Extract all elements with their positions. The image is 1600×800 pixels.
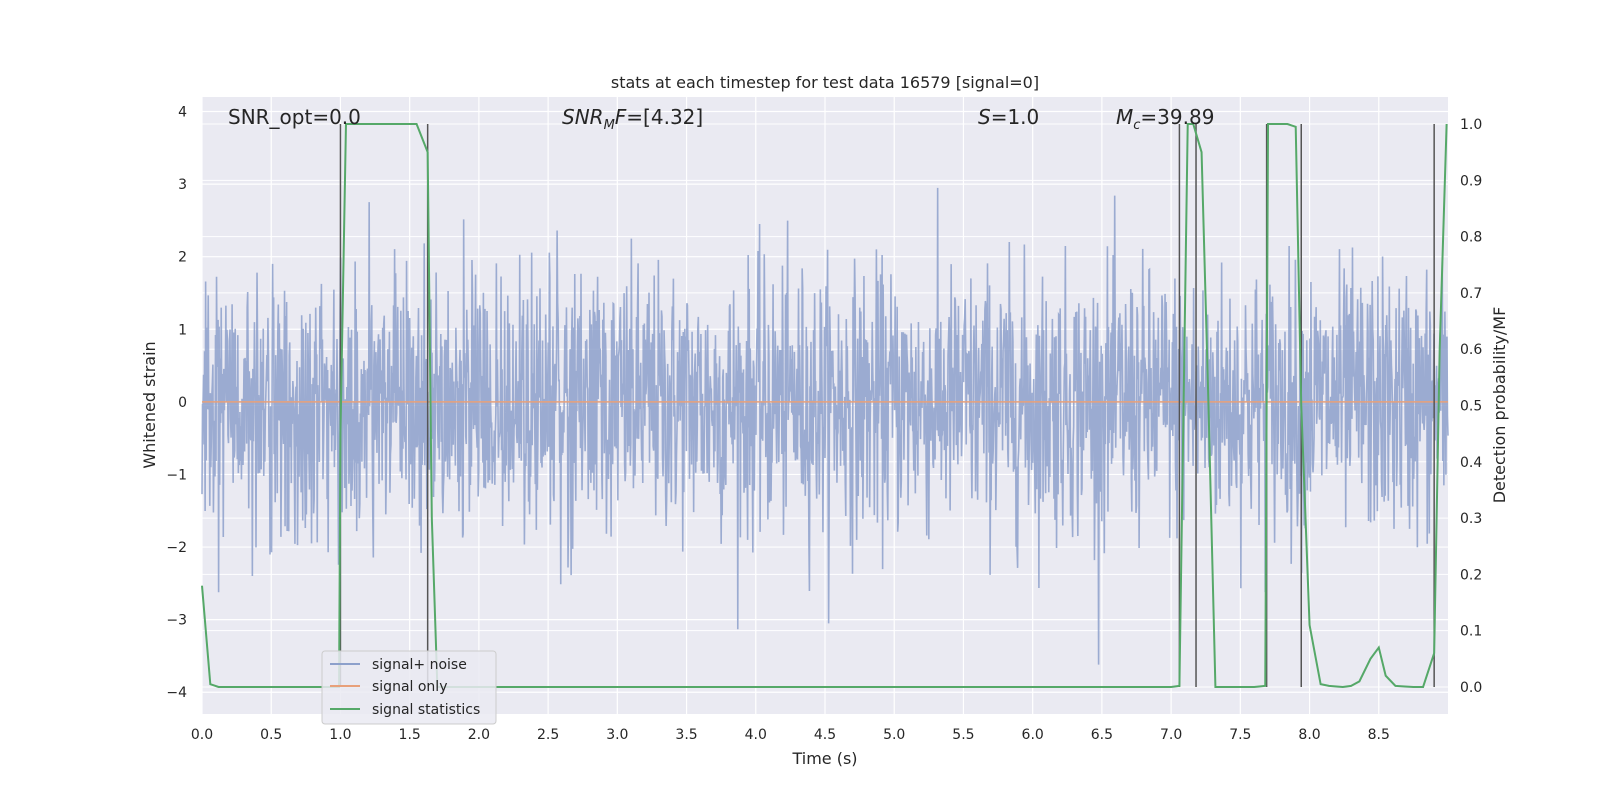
x-tick-label: 5.5: [952, 727, 974, 743]
signal-noise-line: [201, 187, 1449, 665]
signal-statistics-line: [201, 123, 1448, 688]
y-tick-label: −3: [166, 613, 187, 629]
x-tick-label: 1.0: [329, 727, 351, 743]
annotation-s-value: =1.0: [991, 105, 1040, 129]
y2-axis-label: Detection probability/MF: [1490, 307, 1509, 504]
legend-label-signal-only: signal only: [372, 679, 447, 695]
y2-tick-labels: 1.0 0.9 0.8 0.7 0.6 0.5 0.4 0.3 0.2 0.1 0.0: [1460, 117, 1482, 696]
x-tick-label: 5.0: [883, 727, 905, 743]
legend-label-signal-noise: signal+ noise: [372, 657, 467, 673]
x-tick-label: 3.0: [606, 727, 628, 743]
y2-tick-label: 0.9: [1460, 173, 1482, 189]
series-signal-statistics: [201, 123, 1448, 688]
annotation-mc-value: =39.89: [1140, 105, 1214, 129]
x-tick-label: 6.5: [1091, 727, 1113, 743]
x-tick-label: 6.0: [1022, 727, 1044, 743]
y2-tick-label: 0.8: [1460, 230, 1482, 246]
y2-tick-label: 0.2: [1460, 567, 1482, 583]
chart-title: stats at each timestep for test data 165…: [611, 73, 1039, 92]
y-tick-label: 3: [178, 177, 187, 193]
y-tick-label: −1: [166, 467, 187, 483]
x-tick-label: 8.5: [1368, 727, 1390, 743]
y2-tick-label: 0.7: [1460, 286, 1482, 302]
annotation-snr-opt: SNR_opt=0.0: [228, 105, 361, 129]
series-signal-noise: [201, 187, 1449, 665]
x-axis-label: Time (s): [791, 749, 857, 768]
annotation-s: S=1.0: [978, 105, 1039, 129]
x-tick-label: 3.5: [675, 727, 697, 743]
x-tick-label: 4.5: [814, 727, 836, 743]
y-tick-label: 0: [178, 395, 187, 411]
legend: signal+ noise signal only signal statist…: [321, 650, 497, 725]
annotation-snr-mf-value: =[4.32]: [626, 105, 703, 129]
y-tick-labels: 4 3 2 1 0 −1 −2 −3 −4: [166, 105, 187, 702]
y2-tick-label: 0.5: [1460, 399, 1482, 415]
x-tick-label: 0.0: [191, 727, 213, 743]
annotation-snr-mf: SNRMF=[4.32]: [562, 105, 703, 133]
x-tick-label: 4.0: [745, 727, 767, 743]
x-tick-label: 0.5: [260, 727, 282, 743]
y2-tick-label: 0.0: [1460, 680, 1482, 696]
x-tick-label: 2.0: [468, 727, 490, 743]
x-tick-labels: 0.0 0.5 1.0 1.5 2.0 2.5 3.0 3.5 4.0 4.5 5.0 5.5 6.0 6…: [191, 727, 1390, 743]
x-tick-label: 1.5: [399, 727, 421, 743]
y-tick-label: 2: [178, 250, 187, 266]
x-tick-label: 8.0: [1298, 727, 1320, 743]
annotation-mc: Mc=39.89: [1116, 105, 1214, 133]
y2-tick-label: 0.1: [1460, 624, 1482, 640]
y-tick-label: −4: [166, 685, 187, 701]
y-axis-label: Whitened strain: [140, 341, 159, 468]
legend-box: [321, 650, 497, 725]
x-tick-label: 7.0: [1160, 727, 1182, 743]
y-tick-label: 1: [178, 322, 187, 338]
legend-label-signal-statistics: signal statistics: [372, 702, 480, 718]
x-tick-label: 2.5: [537, 727, 559, 743]
y2-tick-label: 0.4: [1460, 455, 1482, 471]
y2-tick-label: 0.3: [1460, 511, 1482, 527]
y2-tick-label: 1.0: [1460, 117, 1482, 133]
x-tick-label: 7.5: [1229, 727, 1251, 743]
y-tick-label: 4: [178, 105, 187, 121]
y2-tick-label: 0.6: [1460, 342, 1482, 358]
y-tick-label: −2: [166, 540, 187, 556]
